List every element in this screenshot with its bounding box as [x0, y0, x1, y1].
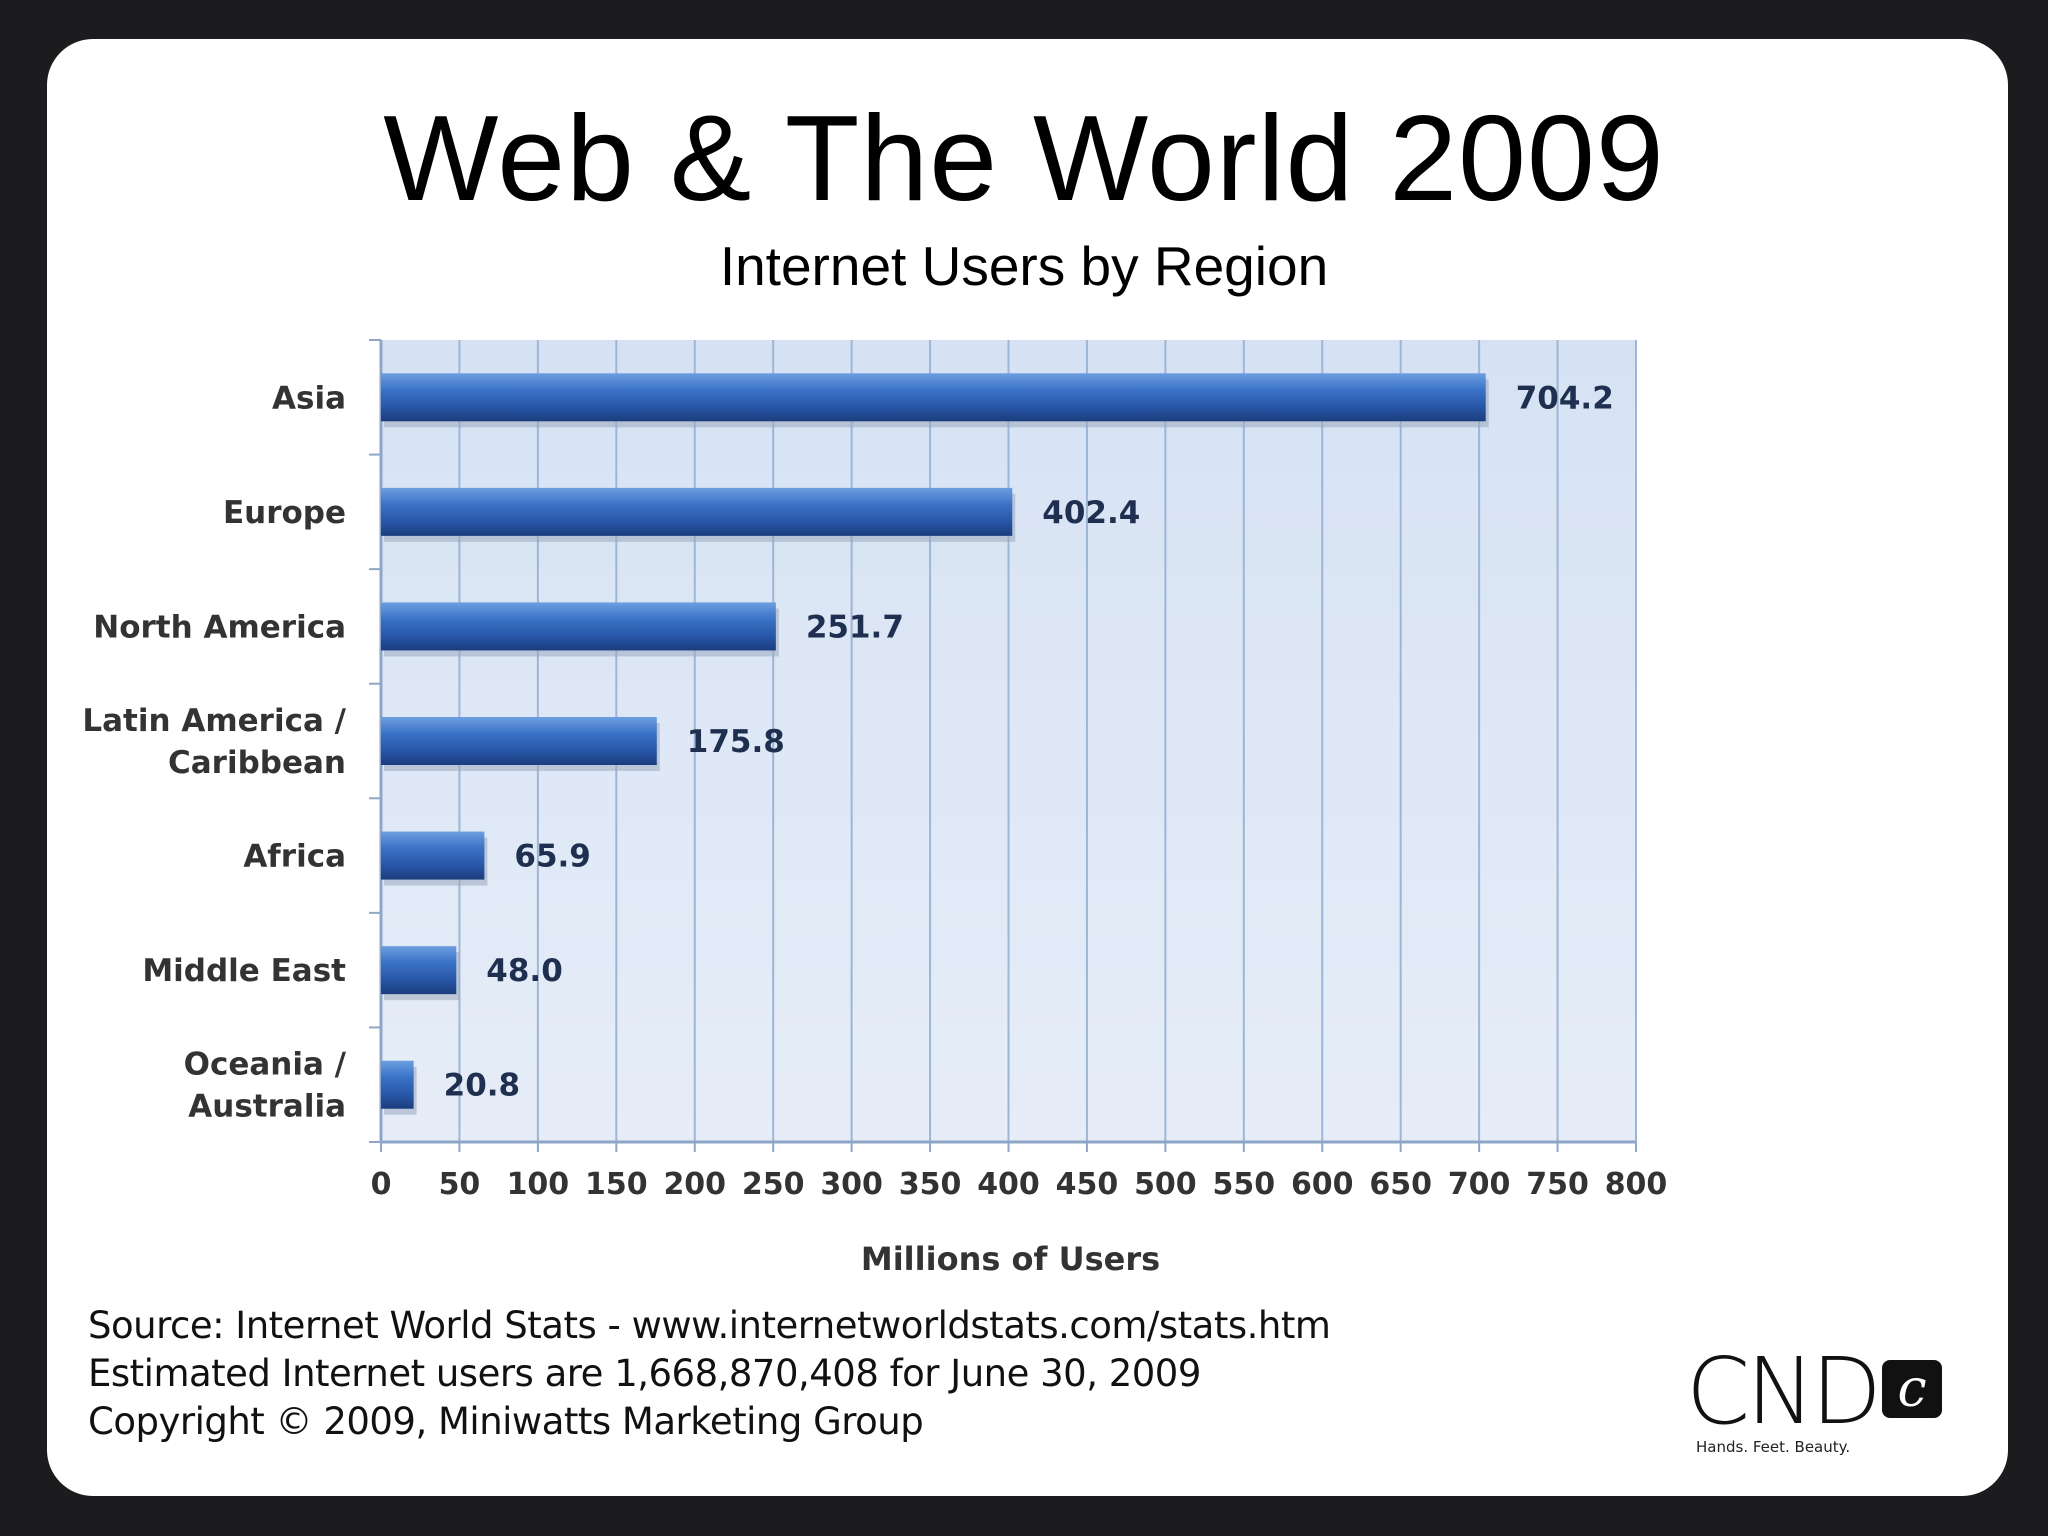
x-tick-label: 550	[1213, 1167, 1276, 1202]
x-tick-label: 600	[1291, 1167, 1354, 1202]
x-tick-label: 450	[1056, 1167, 1119, 1202]
value-label: 402.4	[1042, 495, 1140, 531]
x-tick-label: 650	[1369, 1167, 1432, 1202]
bar	[381, 373, 1486, 422]
value-label: 175.8	[687, 724, 785, 760]
value-label: 251.7	[806, 609, 904, 645]
category-label: Caribbean	[168, 745, 346, 781]
estimate-line: Estimated Internet users are 1,668,870,4…	[88, 1352, 1201, 1395]
bar	[381, 831, 485, 880]
x-tick-label: 350	[899, 1167, 962, 1202]
category-label: North America	[93, 609, 346, 645]
source-line: Source: Internet World Stats - www.inter…	[88, 1304, 1331, 1347]
bar	[381, 487, 1013, 536]
x-tick-label: 0	[371, 1167, 392, 1202]
value-label: 704.2	[1516, 380, 1614, 416]
category-label: Middle East	[142, 953, 346, 989]
value-label: 65.9	[514, 839, 591, 875]
bar	[381, 1060, 414, 1109]
bar	[381, 602, 776, 651]
logo-letters: CND	[1686, 1338, 1882, 1445]
category-label: Asia	[272, 380, 346, 416]
value-label: 48.0	[486, 953, 563, 989]
category-label: Latin America /	[82, 703, 346, 739]
bar	[381, 717, 657, 765]
bar	[381, 946, 457, 995]
source-notes: Source: Internet World Stats - www.inter…	[88, 1302, 1331, 1446]
copyright-line: Copyright © 2009, Miniwatts Marketing Gr…	[88, 1400, 924, 1443]
x-tick-label: 300	[820, 1167, 883, 1202]
x-tick-label: 50	[439, 1167, 481, 1202]
x-tick-label: 250	[742, 1167, 805, 1202]
category-label: Australia	[188, 1089, 346, 1125]
cnd-logo: CND c Hands. Feet. Beauty.	[1686, 1346, 1966, 1456]
x-tick-label: 800	[1605, 1167, 1668, 1202]
x-tick-label: 500	[1134, 1167, 1197, 1202]
x-tick-label: 750	[1526, 1167, 1589, 1202]
logo-mark: c	[1882, 1360, 1942, 1418]
x-tick-label: 700	[1448, 1167, 1511, 1202]
slide-subtitle: Internet Users by Region	[719, 235, 1329, 297]
value-label: 20.8	[444, 1068, 521, 1104]
x-axis-title: Millions of Users	[861, 1240, 1160, 1278]
slide-title: Web & The World 2009	[383, 90, 1665, 226]
x-tick-label: 200	[663, 1167, 726, 1202]
x-tick-label: 100	[507, 1167, 570, 1202]
category-label: Oceania /	[184, 1047, 347, 1083]
x-tick-label: 400	[977, 1167, 1040, 1202]
x-tick-label: 150	[585, 1167, 648, 1202]
logo-tagline: Hands. Feet. Beauty.	[1696, 1438, 1851, 1456]
category-label: Africa	[243, 839, 346, 875]
logo-mark-glyph: c	[1897, 1359, 1927, 1419]
category-label: Europe	[223, 495, 346, 531]
